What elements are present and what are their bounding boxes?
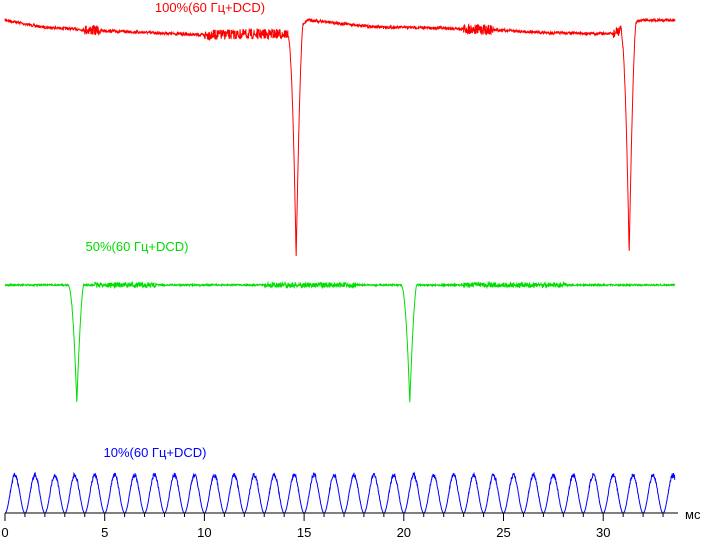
series-line-0 (4, 17, 676, 256)
x-tick-label: 20 (397, 525, 411, 540)
x-tick-label: 30 (596, 525, 610, 540)
series-line-1 (4, 280, 676, 403)
x-tick-label: 5 (101, 525, 108, 540)
x-axis-unit: мс (685, 507, 701, 522)
series-label-100: 100%(60 Гц+DCD) (155, 0, 265, 15)
series-line-2 (4, 471, 676, 514)
x-tick-label: 25 (496, 525, 510, 540)
x-tick-label: 15 (297, 525, 311, 540)
series-layer (4, 17, 676, 514)
series-label-10: 10%(60 Гц+DCD) (104, 445, 207, 460)
x-tick-label: 10 (197, 525, 211, 540)
x-ticks: 0 5 10 15 20 25 30 (1, 513, 664, 540)
series-label-50: 50%(60 Гц+DCD) (86, 239, 189, 254)
x-tick-label: 0 (1, 525, 8, 540)
